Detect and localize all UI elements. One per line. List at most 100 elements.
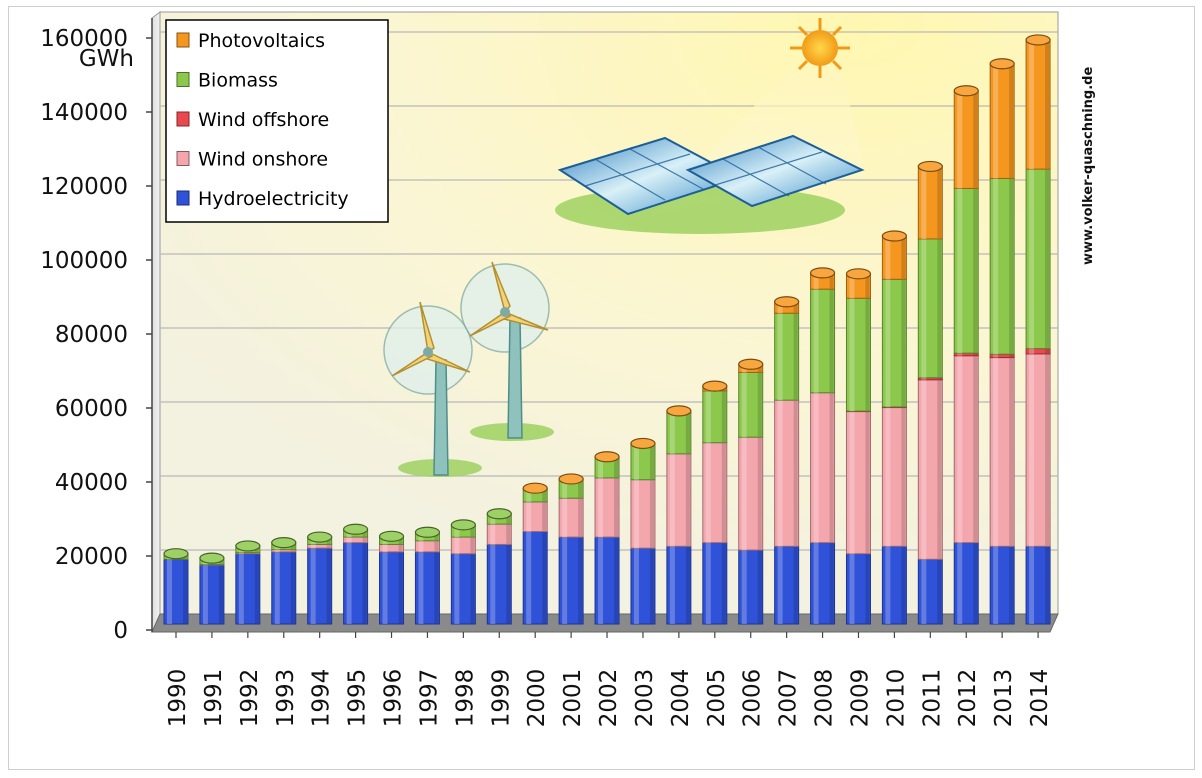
bar-segment — [666, 453, 692, 547]
bar-segment — [486, 523, 512, 545]
legend-item: Hydroelectricity — [176, 188, 349, 210]
bar-cap — [989, 58, 1015, 70]
solar-panel-icon — [555, 134, 865, 234]
y-tick-label: 20000 — [55, 544, 128, 570]
bar-cap — [738, 358, 764, 370]
bar-segment — [881, 278, 907, 408]
bar-cap — [235, 540, 261, 552]
bar-segment — [989, 63, 1015, 179]
bar-segment — [343, 542, 369, 625]
legend-label: Wind onshore — [198, 149, 328, 171]
wind-turbine-icon — [383, 261, 554, 477]
legend-item: Biomass — [176, 70, 278, 92]
legend-item: Wind onshore — [176, 149, 328, 171]
bar-segment — [774, 399, 800, 547]
x-tick-label: 1999 — [488, 669, 514, 728]
legend-swatch — [176, 72, 190, 87]
bar-segment — [630, 479, 656, 549]
bar-segment — [1025, 348, 1051, 355]
bar-cap — [594, 451, 620, 463]
bar-cap — [953, 85, 979, 97]
legend-swatch — [176, 111, 190, 127]
bar-segment — [917, 558, 943, 625]
x-tick-label: 1997 — [416, 669, 442, 728]
x-tick-label: 2012 — [955, 669, 981, 728]
x-tick-label: 1993 — [273, 669, 299, 728]
bar-segment — [774, 312, 800, 401]
bar-segment — [666, 412, 692, 455]
bar-segment — [271, 551, 297, 625]
legend: Photovoltaics Biomass Wind offshore Wind on… — [165, 19, 389, 223]
bar-segment — [1025, 39, 1051, 170]
bar-segment — [522, 501, 548, 532]
bar-cap — [702, 380, 728, 392]
x-tick-label: 1991 — [201, 669, 227, 728]
bar-segment — [989, 177, 1015, 355]
legend-item: Wind offshore — [176, 109, 329, 131]
x-tick-label: 1998 — [452, 669, 478, 728]
bar-cap — [1025, 34, 1051, 46]
bar-segment — [845, 553, 871, 625]
bar-cap — [666, 405, 692, 417]
bar-cap — [450, 519, 476, 531]
bar-cap — [271, 536, 297, 549]
bar-segment — [630, 444, 656, 481]
bar-segment — [450, 553, 476, 625]
bars — [163, 34, 1051, 625]
y-tick-label: 60000 — [55, 396, 128, 422]
bar-segment — [414, 551, 440, 625]
bar-segment — [989, 545, 1015, 625]
y-tick-label: 40000 — [55, 470, 128, 496]
bar-cap — [917, 160, 943, 173]
bar-segment — [199, 564, 225, 625]
bar-segment — [702, 442, 728, 544]
legend-swatch — [176, 151, 190, 166]
bar-cap — [558, 473, 584, 485]
bar-segment — [989, 353, 1015, 359]
bar-cap — [163, 548, 189, 560]
bar-segment — [881, 407, 907, 547]
bar-segment — [738, 436, 764, 551]
x-tick-label: 2005 — [704, 669, 730, 728]
x-tick-label: 2003 — [632, 669, 658, 728]
illustration — [383, 18, 865, 477]
bar-segment — [881, 235, 907, 280]
bar-segment — [630, 547, 656, 625]
bar-segment — [989, 357, 1015, 547]
bar-segment — [953, 90, 979, 189]
bar-cap — [343, 523, 369, 535]
x-tick-label: 2014 — [1027, 669, 1053, 728]
x-tick-label: 1996 — [381, 669, 407, 728]
bar-segment — [450, 536, 476, 555]
y-tick-label: 100000 — [40, 248, 128, 274]
bar-cap — [522, 482, 548, 494]
bar-segment — [558, 536, 584, 625]
bar-segment — [307, 543, 333, 549]
bar-segment — [1025, 168, 1051, 350]
x-tick-label: 1994 — [309, 669, 335, 728]
bar-cap — [774, 296, 800, 308]
bar-segment — [163, 558, 189, 625]
legend-label: Hydroelectricity — [198, 188, 349, 210]
source-credit: www.volker-quaschning.de — [1081, 67, 1096, 265]
legend-label: Wind offshore — [198, 109, 329, 131]
x-tick-label: 1992 — [237, 669, 263, 728]
bar-segment — [953, 355, 979, 544]
x-tick-label: 2000 — [524, 669, 550, 728]
bar-segment — [522, 531, 548, 625]
bar-segment — [558, 497, 584, 538]
bar-cap — [881, 230, 908, 242]
y-tick-label: 80000 — [55, 322, 128, 348]
bar-segment — [845, 410, 871, 555]
bar-segment — [738, 371, 764, 438]
x-tick-label: 2002 — [596, 669, 622, 728]
bar-cap — [486, 508, 512, 520]
y-tick-labels: 0 20000 40000 60000 80000 100000 120000 140000 1… — [40, 26, 152, 644]
bar-segment — [953, 187, 979, 354]
bar-segment — [379, 543, 405, 553]
bar-segment — [917, 165, 943, 240]
y-axis-unit: GWh — [79, 46, 134, 72]
bar-segment — [1025, 353, 1051, 547]
x-tick-label: 2013 — [991, 669, 1017, 728]
